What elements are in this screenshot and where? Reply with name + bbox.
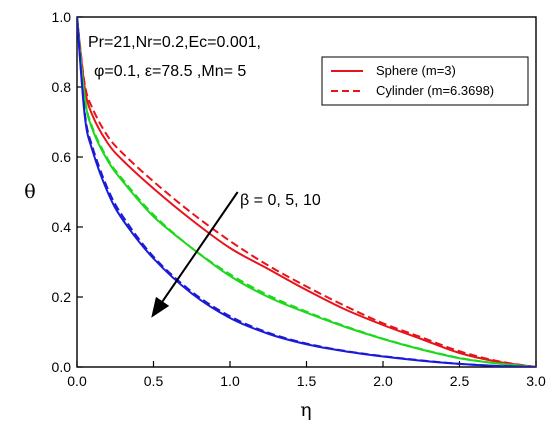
- beta-annotation: β = 0, 5, 10: [240, 192, 321, 209]
- x-tick-label: 2.5: [450, 373, 470, 389]
- legend-label-cylinder: Cylinder (m=6.3698): [376, 83, 494, 98]
- y-axis-label: θ: [24, 181, 35, 203]
- legend: Sphere (m=3) Cylinder (m=6.3698): [321, 56, 529, 106]
- y-tick-label: 1.0: [52, 9, 72, 25]
- x-tick-label: 3.0: [526, 373, 546, 389]
- series-group: [77, 17, 536, 367]
- y-tick-label: 0.4: [52, 219, 72, 235]
- params-annotation-line2: φ=0.1, ε=78.5 ,Mn= 5: [94, 63, 246, 80]
- x-tick-label: 2.0: [373, 373, 393, 389]
- y-tick-label: 0.6: [52, 149, 72, 165]
- y-tick-label: 0.0: [52, 359, 72, 375]
- legend-box: [321, 56, 529, 106]
- series-line-beta0-cylinder: [77, 17, 536, 367]
- legend-label-sphere: Sphere (m=3): [376, 63, 456, 78]
- x-tick-label: 0.5: [144, 373, 164, 389]
- x-tick-label: 0.0: [67, 373, 87, 389]
- series-line-beta10-cylinder: [77, 17, 536, 367]
- beta-arrow: [151, 191, 239, 318]
- y-tick-label: 0.2: [52, 289, 72, 305]
- y-tick-label: 0.8: [52, 79, 72, 95]
- params-annotation-line1: Pr=21,Nr=0.2,Ec=0.001,: [88, 34, 261, 51]
- series-line-beta5-cylinder: [77, 17, 536, 367]
- y-axis: 0.0 0.2 0.4 0.6 0.8 1.0: [52, 9, 83, 375]
- series-line-beta0-sphere: [77, 17, 536, 367]
- x-tick-label: 1.5: [297, 373, 317, 389]
- x-axis-label: η: [300, 399, 311, 421]
- x-tick-label: 1.0: [220, 373, 240, 389]
